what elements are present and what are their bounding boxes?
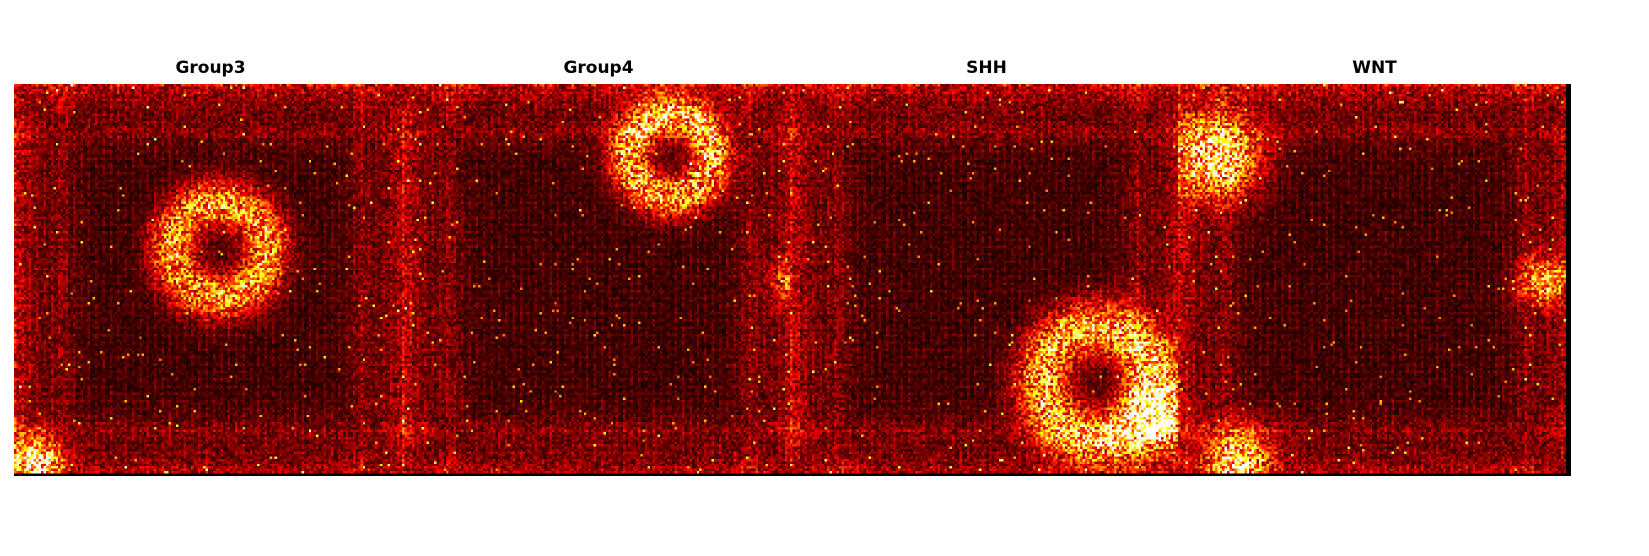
heatmap-panel-group3: Group3 bbox=[14, 0, 407, 556]
heatmap-panel-group4: Group4 bbox=[402, 0, 795, 556]
panel-title: Group3 bbox=[175, 58, 246, 78]
saliency-heatmap bbox=[14, 84, 407, 476]
heatmap-panel-shh: SHH bbox=[790, 0, 1183, 556]
heatmap-panel-wnt: WNT bbox=[1178, 0, 1571, 556]
panel-title: SHH bbox=[966, 58, 1007, 78]
saliency-heatmap bbox=[790, 84, 1183, 476]
saliency-heatmap bbox=[402, 84, 795, 476]
panel-title: WNT bbox=[1352, 58, 1397, 78]
saliency-heatmap bbox=[1178, 84, 1571, 476]
panel-title: Group4 bbox=[563, 58, 634, 78]
